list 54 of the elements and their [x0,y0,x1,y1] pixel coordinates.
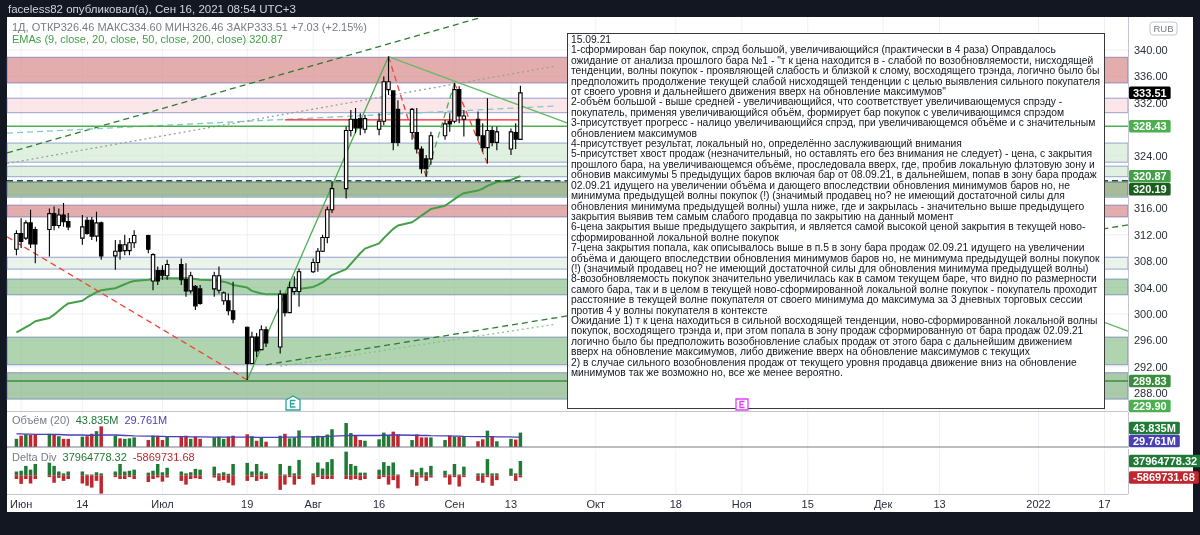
y-tick-label: 37964778.32 [1133,455,1198,468]
chart-subtitle: 1Д, ОТКР326.46 МАКС334.60 МИН326.46 ЗАКР333.51 +7.03 (+2.15%) [12,21,367,33]
annotation: 4-присутствует результат, локальный но, определённо заслуживающий внимания [571,138,962,150]
y-tick-label: 308.00 [1134,255,1168,268]
x-tick-label: 19 [241,498,254,510]
x-tick-label: Ноя [731,498,752,510]
y-tick-label: 336.00 [1134,70,1168,83]
x-tick-label: Сен [444,498,465,510]
y-tick-label: 312.00 [1134,228,1168,241]
chart-title: Объём (20) [12,414,70,426]
ref-line-label: 289.83 [1133,375,1167,388]
text: 29.761M [1133,435,1176,447]
annotation: 43.835M [75,414,119,426]
text: 229.90 [1133,400,1167,412]
x-tick-label: Июл [151,498,174,510]
annotation: 320.87 [1133,170,1167,183]
y-tick-label: 340.00 [1134,44,1168,56]
text: EMAs (9, close, 20, close, 50, close, 200, close) 320.87 [12,33,283,45]
y-tick-label: -5869731.68 [1133,471,1195,484]
annotation: 15.09.21 [571,34,613,45]
text: 43.835M [1133,422,1176,434]
x-tick-label: 13 [504,498,518,510]
y-tick-label: 296.00 [1134,334,1168,347]
x-tick-label: Окт [586,498,606,510]
y-tick-label: 316.00 [1134,202,1168,215]
ref-line-label: 320.19 [1133,183,1167,196]
x-tick-label: 14 [76,498,89,510]
y-tick-label: 300.00 [1134,307,1168,320]
annotation: 37964778.32 [62,451,127,463]
ref-line-label: 328.43 [1133,120,1167,133]
y-tick-label: 292.00 [1134,360,1168,373]
x-tick-label: Дек [873,498,893,510]
x-tick-label: 13 [933,498,946,510]
x-tick-label: 18 [669,498,682,510]
annotation: 2) в случае сильного возобновления продаж от текущего уровня продавца движение вниз на обновление минимумов так же возможно но, все же менее вероятно. [571,356,1078,379]
y-tick-label: 332.00 [1134,96,1168,109]
chart-title: faceless82 опубликовал(а), Сен 16, 2021 08:54 UTC+3 [8,2,296,15]
x-tick-label: 2022 [1026,498,1051,510]
y-tick-label: 324.00 [1134,149,1168,162]
annotation: 3-присутствует прогресс - налицо увеличивающийся спрэд, при увеличивающемся объёме и с значительным обновлением максимумов [571,117,1097,139]
x-tick-label: 17 [1098,498,1111,510]
y-tick-label: 304.00 [1134,281,1168,294]
chart-title: Delta Div [12,451,58,463]
y-tick-label: 288.00 [1134,387,1168,400]
annotation: 333.51 [1133,86,1167,99]
x-tick-label: Авг [304,498,322,510]
x-tick-label: 15 [801,498,814,510]
annotation: -5869731.68 [132,451,195,463]
x-tick-label: 16 [372,498,386,510]
x-tick-label: Июн [10,498,33,510]
y-axis-title: RUB [1153,23,1174,34]
annotation: 1-сформирован бар покупок, спрэд большой, увеличивающийся (практически в 4 раза) Оправдалось ожидание от анализа прошлого бара №1 - "т к цена находится в - слабой по возобновляемости, нисходящей тенденции, волны покупок - проявляющей слабость и близкой к слому, восходящего трэнда, логично было бы предположить продолжение текущей слабой нисходящей тенденции с целью выявления сильного покупателя от своего уровня и дальнейшего движения вверх на обновление максимумов" [571,44,1101,98]
annotation: 29.761M [124,414,168,426]
annotation: 7-цена закрытия попала, как описывалось выше в п.5 в зону бара продаж 02.09.21 идущего на увеличении объёма и дающего впоследствии обновления минимумов баров но, не минимума предыдущей волны покупок (!) (значимый продавец но? не имеющий достаточной силы для обновления минимума предыдущей волны) [571,242,1101,275]
